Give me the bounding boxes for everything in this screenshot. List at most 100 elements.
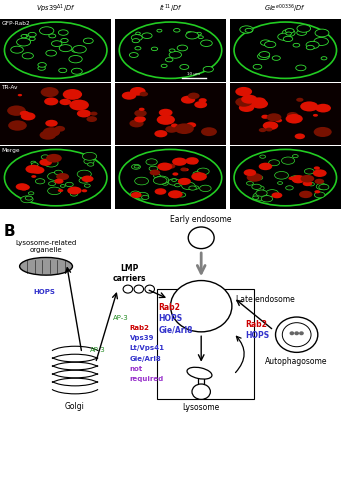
Ellipse shape [90,112,98,116]
Circle shape [170,280,232,332]
Bar [115,82,226,145]
Ellipse shape [48,182,56,186]
Ellipse shape [40,130,56,140]
Ellipse shape [31,162,38,166]
Ellipse shape [252,184,261,190]
Ellipse shape [172,172,178,176]
Circle shape [145,285,154,293]
Ellipse shape [180,168,188,172]
Ellipse shape [300,175,314,182]
Ellipse shape [165,126,178,133]
Ellipse shape [16,183,28,190]
Ellipse shape [58,30,68,36]
Ellipse shape [86,116,97,122]
Ellipse shape [129,120,144,128]
Ellipse shape [315,104,331,112]
Ellipse shape [154,130,167,138]
Ellipse shape [247,173,262,182]
Ellipse shape [253,192,267,200]
Ellipse shape [83,38,93,44]
Ellipse shape [60,184,65,188]
Ellipse shape [196,32,202,35]
Ellipse shape [71,102,75,105]
Text: 10 μm: 10 μm [187,72,201,76]
Ellipse shape [8,120,27,130]
Ellipse shape [286,186,293,190]
Ellipse shape [31,166,44,174]
Text: Lt/Vps41: Lt/Vps41 [130,345,165,351]
Text: Autophagosome: Autophagosome [265,356,328,366]
Ellipse shape [197,168,209,174]
Ellipse shape [313,170,327,177]
Ellipse shape [161,64,167,68]
Ellipse shape [172,179,177,182]
Ellipse shape [198,36,203,38]
Ellipse shape [55,170,62,174]
Ellipse shape [272,56,280,60]
Ellipse shape [235,87,252,97]
Ellipse shape [146,159,157,165]
Ellipse shape [314,166,320,170]
Ellipse shape [201,127,217,136]
Ellipse shape [55,126,65,132]
Ellipse shape [315,29,329,37]
Ellipse shape [130,87,146,96]
Ellipse shape [119,22,222,78]
Bar [229,146,341,209]
Ellipse shape [28,32,36,37]
Ellipse shape [191,160,198,164]
Text: AP-3: AP-3 [113,314,129,320]
Text: $\mathit{Gie}^{e00336}\mathit{/Df}$: $\mathit{Gie}^{e00336}\mathit{/Df}$ [265,3,306,16]
Ellipse shape [300,102,318,112]
Ellipse shape [306,42,319,48]
Ellipse shape [7,106,26,116]
Ellipse shape [29,37,35,40]
Ellipse shape [201,40,212,46]
Ellipse shape [261,40,271,46]
Ellipse shape [134,116,146,122]
Ellipse shape [168,179,180,185]
Ellipse shape [35,178,45,184]
Ellipse shape [157,114,175,125]
Text: Golgi: Golgi [65,402,85,410]
Ellipse shape [69,56,82,63]
Ellipse shape [21,34,27,38]
Ellipse shape [234,22,337,78]
Text: LMP
carriers: LMP carriers [113,264,146,283]
Ellipse shape [20,186,27,190]
Ellipse shape [44,98,58,106]
Ellipse shape [266,128,272,132]
Ellipse shape [59,68,67,72]
Ellipse shape [165,58,173,62]
Ellipse shape [153,176,167,184]
Ellipse shape [81,189,87,192]
Ellipse shape [241,94,257,104]
Ellipse shape [69,100,89,110]
Ellipse shape [191,172,207,181]
Ellipse shape [203,66,213,72]
Ellipse shape [188,92,199,99]
Ellipse shape [182,182,195,190]
Text: Early endosome: Early endosome [170,214,232,224]
Text: Rab2: Rab2 [159,304,180,312]
Ellipse shape [245,28,252,32]
Ellipse shape [253,196,259,200]
Ellipse shape [257,53,269,60]
Ellipse shape [171,124,178,128]
Ellipse shape [18,94,22,96]
Ellipse shape [49,34,56,38]
Ellipse shape [244,169,256,176]
Ellipse shape [293,154,298,158]
Ellipse shape [259,52,270,58]
Ellipse shape [56,173,69,180]
Ellipse shape [183,168,189,171]
Ellipse shape [199,185,211,192]
Ellipse shape [235,98,252,106]
Text: $\mathit{Vps39}^{\Delta1}\mathit{/Df}$: $\mathit{Vps39}^{\Delta1}\mathit{/Df}$ [36,3,75,16]
Ellipse shape [59,44,72,52]
Ellipse shape [17,38,31,46]
Text: not: not [130,366,143,372]
Ellipse shape [131,191,140,196]
Ellipse shape [275,118,282,122]
Ellipse shape [181,96,195,104]
